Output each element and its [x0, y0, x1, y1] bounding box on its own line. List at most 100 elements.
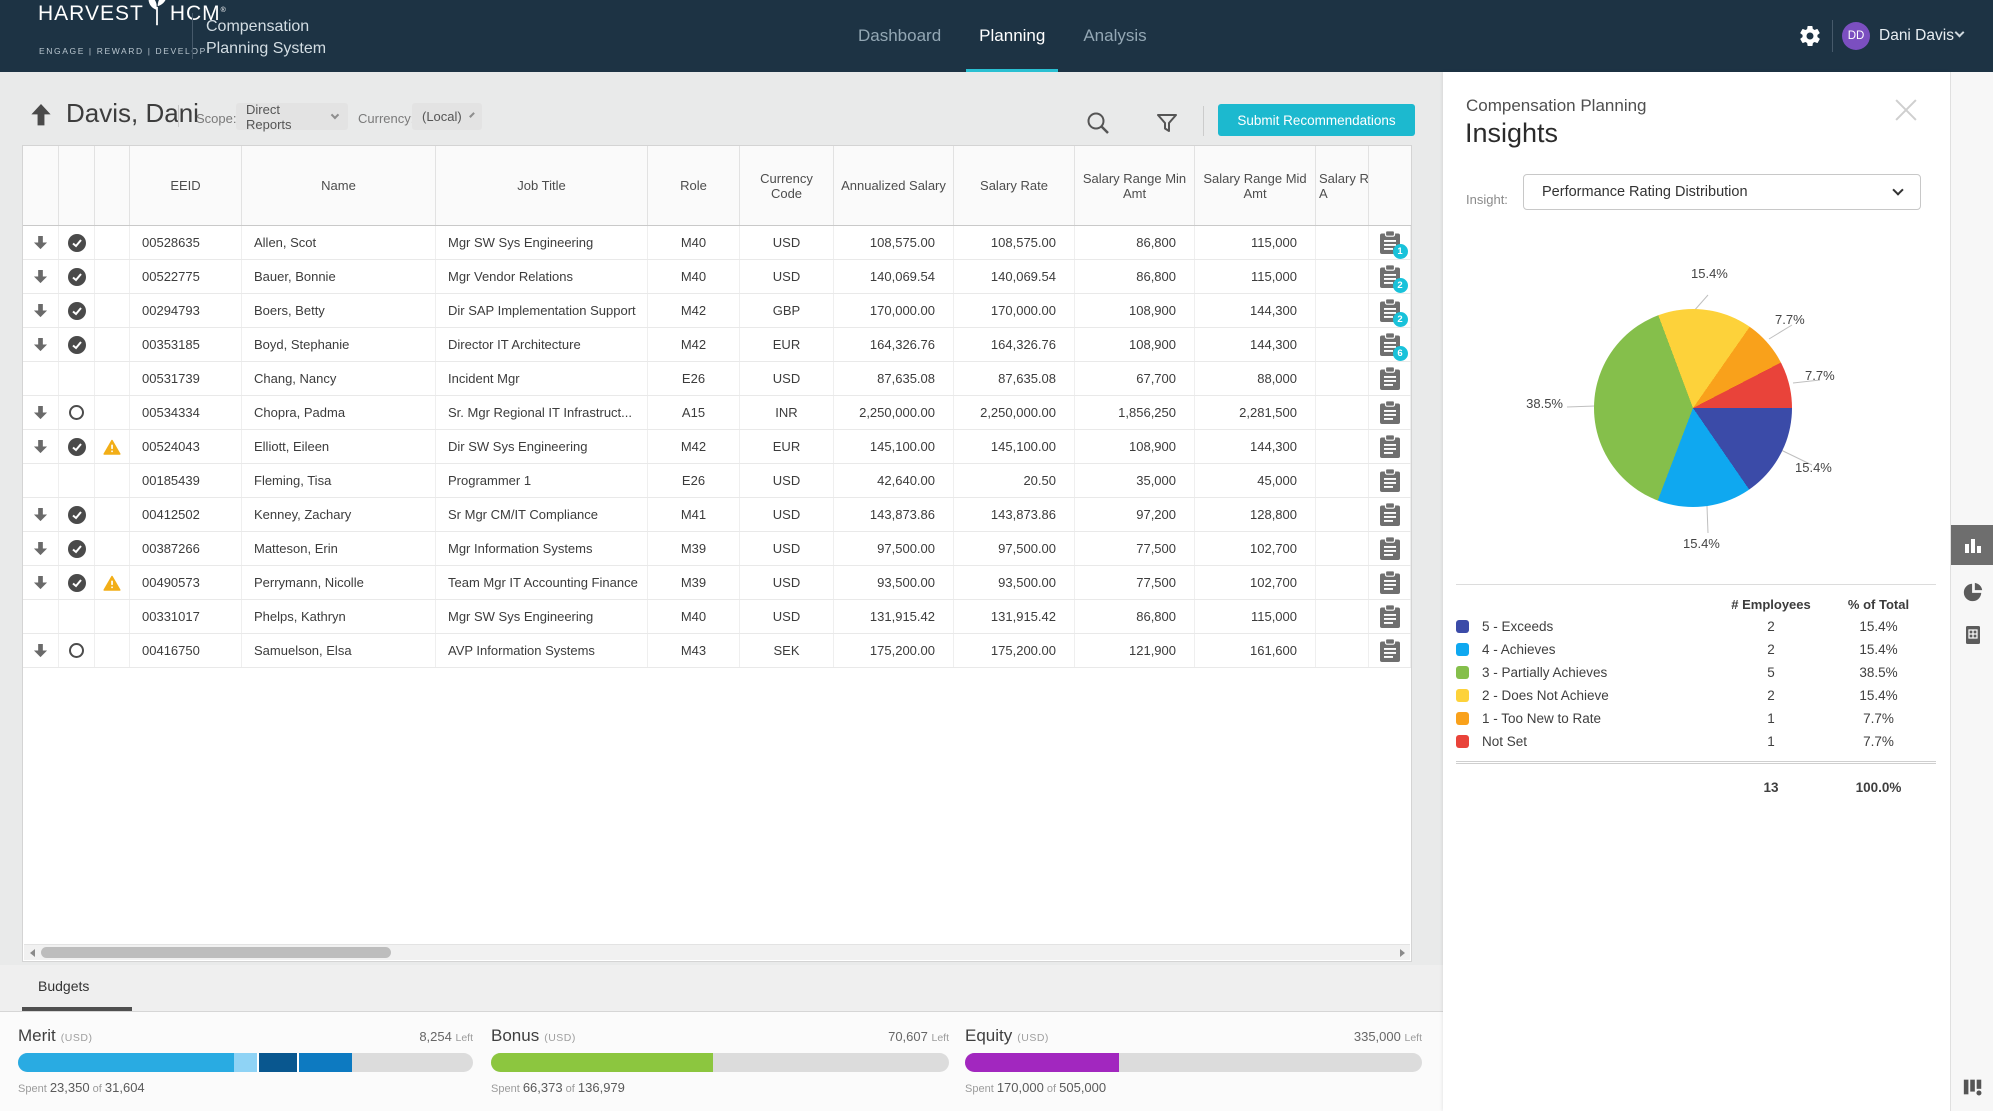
budget-spent: Spent 170,000 of 505,000 [965, 1080, 1106, 1095]
status-icon[interactable] [59, 328, 95, 361]
drilldown-arrow-icon[interactable] [23, 396, 59, 429]
table-row[interactable]: 00416750Samuelson, ElsaAVP Information S… [23, 634, 1411, 668]
column-header-name[interactable]: Name [242, 146, 436, 225]
worksheet-icon[interactable] [1369, 600, 1411, 633]
nav-tab-analysis[interactable]: Analysis [1083, 0, 1146, 72]
drilldown-arrow-icon[interactable] [23, 566, 59, 599]
table-row[interactable]: 00294793Boers, BettyDir SAP Implementati… [23, 294, 1411, 328]
cell-annualized-salary: 2,250,000.00 [834, 396, 954, 429]
navigate-up-button[interactable] [30, 103, 52, 127]
column-header-annualized-salary[interactable]: Annualized Salary [834, 146, 954, 225]
pie-chart-icon[interactable] [1951, 572, 1993, 612]
worksheet-icon[interactable] [1369, 634, 1411, 667]
settings-gear-icon[interactable] [1798, 24, 1822, 48]
filter-icon[interactable] [1154, 110, 1180, 136]
worksheet-icon[interactable]: 1 [1369, 226, 1411, 259]
cell-salary-rate: 93,500.00 [954, 566, 1075, 599]
worksheet-icon[interactable]: 2 [1369, 260, 1411, 293]
status-icon[interactable] [59, 260, 95, 293]
worksheet-icon[interactable] [1369, 498, 1411, 531]
table-row[interactable]: 00522775Bauer, BonnieMgr Vendor Relation… [23, 260, 1411, 294]
cell-salary-rate: 87,635.08 [954, 362, 1075, 395]
table-row[interactable]: 00353185Boyd, StephanieDirector IT Archi… [23, 328, 1411, 362]
table-row[interactable]: 00490573Perrymann, NicolleTeam Mgr IT Ac… [23, 566, 1411, 600]
drilldown-arrow-icon[interactable] [23, 430, 59, 463]
user-menu-chevron-icon[interactable] [1955, 28, 1965, 38]
status-icon[interactable] [59, 498, 95, 531]
currency-dropdown[interactable]: (Local) [412, 103, 482, 130]
column-header-salary-rate[interactable]: Salary Rate [954, 146, 1075, 225]
drilldown-arrow-icon[interactable] [23, 362, 59, 395]
pie-label: 15.4% [1795, 460, 1832, 475]
status-icon[interactable] [59, 532, 95, 565]
worksheet-icon[interactable] [1369, 532, 1411, 565]
column-header-icon[interactable] [95, 146, 130, 225]
insight-select[interactable]: Performance Rating Distribution [1523, 174, 1921, 210]
status-icon[interactable] [59, 396, 95, 429]
bar-chart-icon[interactable] [1951, 525, 1993, 565]
tab-budgets[interactable]: Budgets [38, 978, 89, 994]
column-header-icon[interactable] [59, 146, 95, 225]
column-header-role[interactable]: Role [648, 146, 740, 225]
close-icon[interactable] [1895, 96, 1917, 118]
column-header-job-title[interactable]: Job Title [436, 146, 648, 225]
horizontal-scrollbar[interactable] [24, 944, 1410, 960]
table-row[interactable]: 00534334Chopra, PadmaSr. Mgr Regional IT… [23, 396, 1411, 430]
status-icon[interactable] [59, 566, 95, 599]
drilldown-arrow-icon[interactable] [23, 260, 59, 293]
table-row[interactable]: 00185439Fleming, TisaProgrammer 1E26USD4… [23, 464, 1411, 498]
column-settings-icon[interactable] [1951, 1067, 1993, 1107]
scroll-right-arrow[interactable] [1394, 945, 1410, 960]
search-icon[interactable] [1085, 110, 1111, 136]
worksheet-icon[interactable] [1369, 362, 1411, 395]
legend-label: 4 - Achieves [1482, 642, 1716, 657]
scroll-left-arrow[interactable] [24, 945, 40, 960]
table-row[interactable]: 00387266Matteson, ErinMgr Information Sy… [23, 532, 1411, 566]
status-icon[interactable] [59, 464, 95, 497]
status-icon[interactable] [59, 362, 95, 395]
status-icon[interactable] [59, 294, 95, 327]
status-icon[interactable] [59, 226, 95, 259]
drilldown-arrow-icon[interactable] [23, 498, 59, 531]
submit-recommendations-button[interactable]: Submit Recommendations [1218, 104, 1415, 136]
drilldown-arrow-icon[interactable] [23, 464, 59, 497]
column-header-icon[interactable] [23, 146, 59, 225]
currency-label: Currency: [358, 111, 414, 126]
table-row[interactable]: 00412502Kenney, ZacharySr Mgr CM/IT Comp… [23, 498, 1411, 532]
worksheet-icon[interactable] [1369, 430, 1411, 463]
worksheet-icon[interactable] [1369, 464, 1411, 497]
drilldown-arrow-icon[interactable] [23, 226, 59, 259]
nav-tab-dashboard[interactable]: Dashboard [858, 0, 941, 72]
scope-dropdown[interactable]: Direct Reports [236, 103, 348, 130]
table-row[interactable]: 00531739Chang, NancyIncident MgrE26USD87… [23, 362, 1411, 396]
drilldown-arrow-icon[interactable] [23, 600, 59, 633]
column-header-icon[interactable] [1369, 146, 1411, 225]
worksheet-icon[interactable] [1369, 566, 1411, 599]
user-avatar[interactable]: DD [1842, 22, 1870, 50]
drilldown-arrow-icon[interactable] [23, 634, 59, 667]
table-row[interactable]: 00331017Phelps, KathrynMgr SW Sys Engine… [23, 600, 1411, 634]
column-header-salary-range-mid-amt[interactable]: Salary Range Mid Amt [1195, 146, 1316, 225]
cell-salary-rate: 143,873.86 [954, 498, 1075, 531]
status-icon[interactable] [59, 600, 95, 633]
column-header-currency-code[interactable]: Currency Code [740, 146, 834, 225]
status-icon[interactable] [59, 634, 95, 667]
table-row[interactable]: 00524043Elliott, EileenDir SW Sys Engine… [23, 430, 1411, 464]
column-header-eeid[interactable]: EEID [130, 146, 242, 225]
scrollbar-thumb[interactable] [41, 947, 391, 958]
table-row[interactable]: 00528635Allen, ScotMgr SW Sys Engineerin… [23, 226, 1411, 260]
column-header-salary-r[interactable]: Salary R A [1316, 146, 1369, 225]
drilldown-arrow-icon[interactable] [23, 328, 59, 361]
column-header-salary-range-min-amt[interactable]: Salary Range Min Amt [1075, 146, 1195, 225]
cell-name: Allen, Scot [242, 226, 436, 259]
brand-text: HARVESTHCM® [38, 0, 227, 30]
worksheet-icon[interactable]: 6 [1369, 328, 1411, 361]
worksheet-icon[interactable]: 2 [1369, 294, 1411, 327]
drilldown-arrow-icon[interactable] [23, 294, 59, 327]
nav-tab-planning[interactable]: Planning [979, 0, 1045, 72]
worksheet-icon[interactable] [1369, 396, 1411, 429]
user-menu[interactable]: Dani Davis [1879, 27, 1954, 45]
drilldown-arrow-icon[interactable] [23, 532, 59, 565]
status-icon[interactable] [59, 430, 95, 463]
report-icon[interactable] [1951, 615, 1993, 655]
